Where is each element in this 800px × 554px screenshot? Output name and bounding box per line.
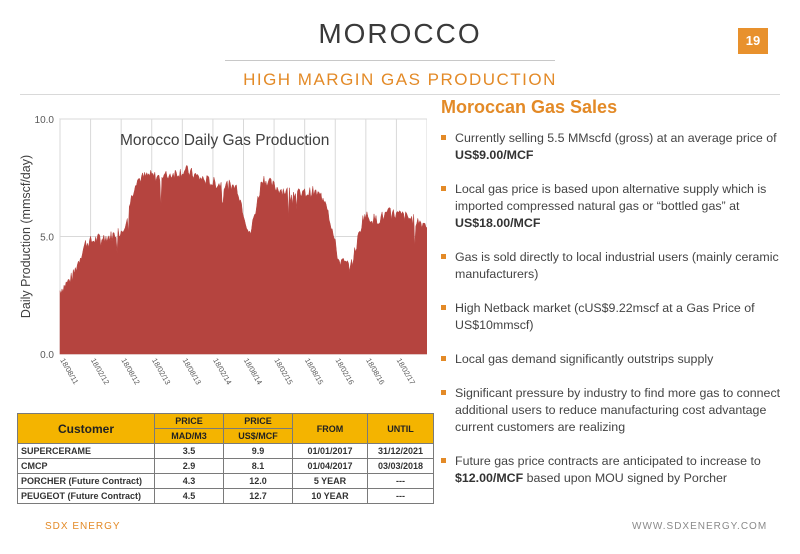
- cell-customer: PEUGEOT (Future Contract): [17, 488, 155, 504]
- bullet-bold: US$9.00/MCF: [455, 148, 534, 162]
- page-subtitle: HIGH MARGIN GAS PRODUCTION: [243, 70, 557, 89]
- x-tick-label: 18/02/13: [150, 357, 172, 387]
- y-tick-label: 0.0: [40, 350, 54, 361]
- cell-from: 01/01/2017: [292, 443, 368, 459]
- footer-website[interactable]: WWW.SDXENERGY.COM: [632, 521, 768, 532]
- cell-until: ---: [367, 473, 434, 489]
- list-item: Local gas price is based upon alternativ…: [441, 181, 781, 232]
- title-divider: [225, 60, 555, 61]
- list-item: Future gas price contracts are anticipat…: [441, 453, 781, 487]
- cell-usd: 12.0: [223, 473, 293, 489]
- bullet-text: Currently selling 5.5 MMscfd (gross) at …: [455, 131, 777, 145]
- y-tick-label: 10.0: [35, 115, 55, 126]
- col-header-unit-mad: MAD/M3: [154, 428, 224, 444]
- production-chart-svg: 0.0 5.0 10.0 18/08/11 18/02/12 18/08/12 18/02/…: [19, 115, 427, 387]
- list-item: Gas is sold directly to local industrial…: [441, 249, 781, 283]
- page-number-badge: 19: [738, 28, 768, 54]
- col-header-until: UNTIL: [367, 413, 434, 444]
- cell-mad: 4.5: [154, 488, 224, 504]
- x-tick-label: 18/08/12: [119, 357, 141, 387]
- list-item: High Netback market (cUS$9.22mscf at a G…: [441, 300, 781, 334]
- bullet-square-icon: [441, 458, 446, 463]
- col-header-unit-usd: US$/MCF: [223, 428, 293, 444]
- bullet-text: Local gas demand significantly outstrips…: [455, 352, 714, 366]
- cell-customer: CMCP: [17, 458, 155, 474]
- cell-usd: 8.1: [223, 458, 293, 474]
- list-item: Currently selling 5.5 MMscfd (gross) at …: [441, 130, 781, 164]
- bullet-square-icon: [441, 356, 446, 361]
- col-header-price-mad: PRICE: [154, 413, 224, 429]
- y-tick-label: 5.0: [40, 233, 54, 244]
- table-row: CMCP 2.9 8.1 01/04/2017 03/03/2018: [17, 458, 434, 474]
- chart-title: Morocco Daily Gas Production: [120, 132, 329, 149]
- x-tick-label: 18/02/12: [89, 357, 111, 387]
- cell-mad: 3.5: [154, 443, 224, 459]
- x-tick-label: 18/08/11: [58, 357, 80, 386]
- x-tick-label: 18/02/17: [395, 357, 417, 387]
- cell-mad: 4.3: [154, 473, 224, 489]
- table-row: PORCHER (Future Contract) 4.3 12.0 5 YEA…: [17, 473, 434, 489]
- y-axis-label: Daily Production (mmscf/day): [19, 155, 33, 318]
- x-tick-label: 18/02/14: [211, 357, 233, 387]
- sales-heading: Moroccan Gas Sales: [441, 97, 618, 117]
- cell-from: 01/04/2017: [292, 458, 368, 474]
- bullet-tail: based upon MOU signed by Porcher: [523, 471, 728, 485]
- table-row: SUPERCERAME 3.5 9.9 01/01/2017 31/12/202…: [17, 443, 434, 459]
- x-tick-label: 18/08/14: [242, 357, 264, 387]
- x-tick-label: 18/08/15: [303, 357, 325, 387]
- col-header-price-usd: PRICE: [223, 413, 293, 429]
- bullet-square-icon: [441, 254, 446, 259]
- bullet-bold: $12.00/MCF: [455, 471, 524, 485]
- bullet-square-icon: [441, 305, 446, 310]
- bullet-bold: US$18.00/MCF: [455, 216, 541, 230]
- bullet-square-icon: [441, 390, 446, 395]
- cell-customer: PORCHER (Future Contract): [17, 473, 155, 489]
- cell-customer: SUPERCERAME: [17, 443, 155, 459]
- x-tick-label: 18/08/17: [425, 357, 427, 387]
- footer-brand: SDX ENERGY: [45, 521, 121, 532]
- gas-price-table: Customer PRICE PRICE FROM UNTIL MAD/M3 U…: [17, 413, 434, 504]
- table-row: PEUGEOT (Future Contract) 4.5 12.7 10 YE…: [17, 488, 434, 504]
- bullet-square-icon: [441, 186, 446, 191]
- x-tick-label: 18/08/13: [181, 357, 203, 387]
- x-tick-label: 18/02/16: [334, 357, 356, 387]
- cell-from: 10 YEAR: [292, 488, 368, 504]
- cell-until: ---: [367, 488, 434, 504]
- cell-from: 5 YEAR: [292, 473, 368, 489]
- cell-until: 31/12/2021: [367, 443, 434, 459]
- subtitle-divider: [20, 94, 780, 95]
- col-header-from: FROM: [292, 413, 368, 444]
- production-chart: 0.0 5.0 10.0 18/08/11 18/02/12 18/08/12 18/02/…: [17, 107, 427, 407]
- list-item: Local gas demand significantly outstrips…: [441, 351, 781, 368]
- production-series-area: [59, 165, 427, 355]
- bullet-text: Gas is sold directly to local industrial…: [455, 250, 779, 281]
- col-header-customer: Customer: [17, 413, 155, 444]
- cell-mad: 2.9: [154, 458, 224, 474]
- bullet-square-icon: [441, 135, 446, 140]
- bullet-text: High Netback market (cUS$9.22mscf at a G…: [455, 301, 755, 332]
- x-tick-label: 18/02/15: [272, 357, 294, 387]
- sales-bullet-list: Currently selling 5.5 MMscfd (gross) at …: [441, 130, 781, 504]
- cell-usd: 9.9: [223, 443, 293, 459]
- bullet-text: Significant pressure by industry to find…: [455, 386, 781, 434]
- bullet-text: Future gas price contracts are anticipat…: [455, 454, 761, 468]
- list-item: Significant pressure by industry to find…: [441, 385, 781, 436]
- cell-until: 03/03/2018: [367, 458, 434, 474]
- bullet-text: Local gas price is based upon alternativ…: [455, 182, 767, 213]
- cell-usd: 12.7: [223, 488, 293, 504]
- x-tick-label: 18/08/16: [364, 357, 386, 387]
- page-title: MOROCCO: [318, 18, 482, 49]
